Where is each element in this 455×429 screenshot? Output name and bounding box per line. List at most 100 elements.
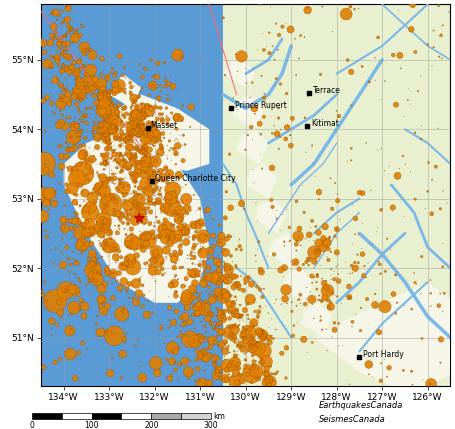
Point [249,335,257,342]
Point [101,238,109,245]
Point [65,21,72,28]
Point [115,248,122,254]
Point [205,274,212,281]
Point [164,121,171,127]
Point [119,166,126,173]
Point [346,294,353,301]
Point [179,283,187,290]
Point [94,105,101,112]
Point [124,263,131,270]
Point [109,179,116,186]
Point [140,155,147,162]
Point [194,221,202,228]
Point [76,96,83,103]
Point [335,343,343,350]
Point [182,231,189,238]
Point [360,272,367,279]
Point [151,235,158,242]
Point [164,171,172,178]
Point [130,154,137,161]
Point [124,202,131,209]
Point [248,371,256,378]
Point [91,252,98,259]
Point [150,154,157,161]
Point [115,82,122,89]
Point [63,53,71,60]
Point [110,120,117,127]
Point [239,332,247,339]
Point [79,152,86,159]
Point [113,128,120,135]
Point [66,270,73,277]
Point [64,16,71,23]
Point [111,146,118,153]
Point [317,71,324,78]
Point [113,159,121,166]
Point [104,135,111,142]
Point [430,27,437,34]
Point [41,127,48,134]
Point [240,335,248,341]
Point [142,260,149,267]
Point [108,279,115,286]
Point [130,173,137,180]
Point [162,78,170,85]
Point [348,145,355,152]
Point [149,267,157,274]
Point [270,122,278,129]
Point [93,100,100,106]
Point [62,139,70,146]
Point [61,48,69,54]
Point [199,233,207,240]
Point [263,43,270,50]
Point [250,322,258,329]
Point [307,288,314,295]
Point [318,298,325,305]
Point [396,52,404,59]
Point [86,232,93,239]
Point [298,31,306,38]
Point [126,152,134,159]
Point [127,144,134,151]
Point [67,326,75,333]
Point [134,144,142,151]
Point [149,177,157,184]
Point [133,98,141,105]
Point [236,341,243,348]
Point [437,32,445,39]
Point [257,266,264,273]
Point [116,269,123,276]
Point [49,108,56,115]
Point [245,315,252,322]
Point [171,255,178,262]
Point [243,276,250,283]
Point [125,133,132,139]
Point [255,339,262,346]
Point [163,247,170,254]
Point [135,196,142,203]
Point [357,305,364,311]
Point [206,311,213,318]
Point [440,308,447,315]
Point [71,271,79,278]
Point [349,241,356,248]
Point [84,257,91,264]
Point [143,182,151,189]
Point [173,249,180,256]
Point [216,290,223,297]
Point [174,375,181,381]
Point [136,147,143,154]
Point [50,33,57,40]
Point [220,310,228,317]
Point [259,358,267,365]
Point [69,86,76,93]
Point [146,107,153,114]
Point [66,114,74,121]
Point [63,218,71,224]
Point [205,267,212,274]
Point [177,264,184,271]
Point [143,259,151,266]
Point [151,227,158,234]
Point [155,269,162,276]
Point [102,159,110,166]
